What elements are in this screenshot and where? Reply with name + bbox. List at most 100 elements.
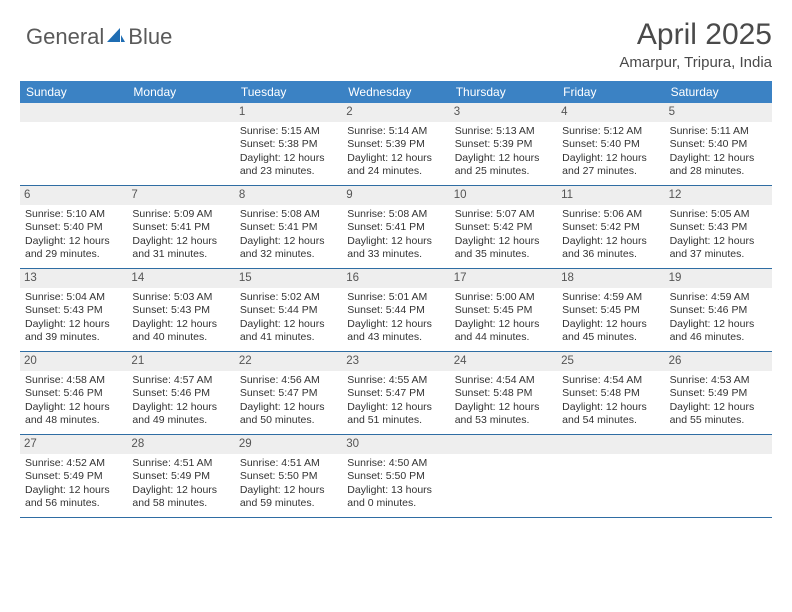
daylight-text: Daylight: 12 hours and 25 minutes.: [455, 152, 552, 179]
sunrise-text: Sunrise: 5:04 AM: [25, 291, 122, 304]
day-number: 21: [127, 352, 234, 371]
sunrise-text: Sunrise: 4:56 AM: [240, 374, 337, 387]
day-cell: 16Sunrise: 5:01 AMSunset: 5:44 PMDayligh…: [342, 269, 449, 351]
day-number: 3: [450, 103, 557, 122]
sunset-text: Sunset: 5:48 PM: [562, 387, 659, 400]
day-number: 2: [342, 103, 449, 122]
sunrise-text: Sunrise: 4:58 AM: [25, 374, 122, 387]
day-number: 7: [127, 186, 234, 205]
day-number: [127, 103, 234, 122]
daylight-text: Daylight: 12 hours and 44 minutes.: [455, 318, 552, 345]
sunrise-text: Sunrise: 4:52 AM: [25, 457, 122, 470]
day-number: [557, 435, 664, 454]
sunset-text: Sunset: 5:43 PM: [670, 221, 767, 234]
sunset-text: Sunset: 5:44 PM: [240, 304, 337, 317]
daylight-text: Daylight: 12 hours and 28 minutes.: [670, 152, 767, 179]
daylight-text: Daylight: 12 hours and 31 minutes.: [132, 235, 229, 262]
sunset-text: Sunset: 5:38 PM: [240, 138, 337, 151]
day-cell: 20Sunrise: 4:58 AMSunset: 5:46 PMDayligh…: [20, 352, 127, 434]
day-cell: 7Sunrise: 5:09 AMSunset: 5:41 PMDaylight…: [127, 186, 234, 268]
sunset-text: Sunset: 5:41 PM: [132, 221, 229, 234]
weekday-header: Monday: [127, 81, 234, 103]
day-number: 19: [665, 269, 772, 288]
sunset-text: Sunset: 5:39 PM: [455, 138, 552, 151]
logo-sail-icon: [106, 26, 126, 49]
logo: General Blue: [20, 18, 172, 50]
day-cell: 13Sunrise: 5:04 AMSunset: 5:43 PMDayligh…: [20, 269, 127, 351]
daylight-text: Daylight: 12 hours and 40 minutes.: [132, 318, 229, 345]
day-cell: [665, 435, 772, 517]
sunrise-text: Sunrise: 5:00 AM: [455, 291, 552, 304]
sunset-text: Sunset: 5:43 PM: [132, 304, 229, 317]
title-block: April 2025 Amarpur, Tripura, India: [619, 18, 772, 71]
day-cell: 29Sunrise: 4:51 AMSunset: 5:50 PMDayligh…: [235, 435, 342, 517]
day-cell: 6Sunrise: 5:10 AMSunset: 5:40 PMDaylight…: [20, 186, 127, 268]
sunrise-text: Sunrise: 5:13 AM: [455, 125, 552, 138]
sunrise-text: Sunrise: 4:53 AM: [670, 374, 767, 387]
day-cell: 2Sunrise: 5:14 AMSunset: 5:39 PMDaylight…: [342, 103, 449, 185]
day-number: 20: [20, 352, 127, 371]
sunrise-text: Sunrise: 4:50 AM: [347, 457, 444, 470]
day-number: 24: [450, 352, 557, 371]
weekday-header: Sunday: [20, 81, 127, 103]
daylight-text: Daylight: 12 hours and 49 minutes.: [132, 401, 229, 428]
header: General Blue April 2025 Amarpur, Tripura…: [20, 18, 772, 71]
sunset-text: Sunset: 5:40 PM: [670, 138, 767, 151]
day-number: [450, 435, 557, 454]
calendar-header-row: Sunday Monday Tuesday Wednesday Thursday…: [20, 81, 772, 103]
daylight-text: Daylight: 12 hours and 29 minutes.: [25, 235, 122, 262]
location: Amarpur, Tripura, India: [619, 54, 772, 71]
daylight-text: Daylight: 12 hours and 37 minutes.: [670, 235, 767, 262]
sunrise-text: Sunrise: 5:08 AM: [240, 208, 337, 221]
day-number: 26: [665, 352, 772, 371]
day-cell: 9Sunrise: 5:08 AMSunset: 5:41 PMDaylight…: [342, 186, 449, 268]
day-number: 4: [557, 103, 664, 122]
daylight-text: Daylight: 12 hours and 45 minutes.: [562, 318, 659, 345]
sunset-text: Sunset: 5:46 PM: [25, 387, 122, 400]
logo-text-1: General: [26, 24, 104, 50]
sunrise-text: Sunrise: 5:10 AM: [25, 208, 122, 221]
day-cell: 4Sunrise: 5:12 AMSunset: 5:40 PMDaylight…: [557, 103, 664, 185]
day-number: 25: [557, 352, 664, 371]
sunrise-text: Sunrise: 5:06 AM: [562, 208, 659, 221]
daylight-text: Daylight: 12 hours and 27 minutes.: [562, 152, 659, 179]
logo-text-2: Blue: [128, 24, 172, 50]
sunset-text: Sunset: 5:45 PM: [455, 304, 552, 317]
weekday-header: Tuesday: [235, 81, 342, 103]
sunrise-text: Sunrise: 4:51 AM: [132, 457, 229, 470]
sunset-text: Sunset: 5:42 PM: [455, 221, 552, 234]
day-cell: 26Sunrise: 4:53 AMSunset: 5:49 PMDayligh…: [665, 352, 772, 434]
day-cell: 25Sunrise: 4:54 AMSunset: 5:48 PMDayligh…: [557, 352, 664, 434]
sunset-text: Sunset: 5:41 PM: [347, 221, 444, 234]
day-number: 18: [557, 269, 664, 288]
daylight-text: Daylight: 12 hours and 58 minutes.: [132, 484, 229, 511]
sunset-text: Sunset: 5:49 PM: [670, 387, 767, 400]
sunrise-text: Sunrise: 5:12 AM: [562, 125, 659, 138]
sunrise-text: Sunrise: 4:59 AM: [670, 291, 767, 304]
sunrise-text: Sunrise: 5:08 AM: [347, 208, 444, 221]
sunrise-text: Sunrise: 4:59 AM: [562, 291, 659, 304]
sunset-text: Sunset: 5:48 PM: [455, 387, 552, 400]
sunset-text: Sunset: 5:50 PM: [347, 470, 444, 483]
sunrise-text: Sunrise: 5:14 AM: [347, 125, 444, 138]
daylight-text: Daylight: 12 hours and 36 minutes.: [562, 235, 659, 262]
daylight-text: Daylight: 12 hours and 54 minutes.: [562, 401, 659, 428]
sunset-text: Sunset: 5:44 PM: [347, 304, 444, 317]
row-separator: [20, 517, 772, 518]
day-cell: [127, 103, 234, 185]
day-number: 28: [127, 435, 234, 454]
weekday-header: Thursday: [450, 81, 557, 103]
day-number: 30: [342, 435, 449, 454]
daylight-text: Daylight: 12 hours and 35 minutes.: [455, 235, 552, 262]
daylight-text: Daylight: 12 hours and 53 minutes.: [455, 401, 552, 428]
day-cell: 19Sunrise: 4:59 AMSunset: 5:46 PMDayligh…: [665, 269, 772, 351]
sunset-text: Sunset: 5:42 PM: [562, 221, 659, 234]
sunset-text: Sunset: 5:50 PM: [240, 470, 337, 483]
day-number: 1: [235, 103, 342, 122]
day-cell: 24 Sunrise: 4:54 AMSunset: 5:48 PMDayligh…: [450, 352, 557, 434]
day-cell: [557, 435, 664, 517]
day-number: 6: [20, 186, 127, 205]
sunrise-text: Sunrise: 5:15 AM: [240, 125, 337, 138]
sunrise-text: Sunrise: 4:54 AM: [455, 374, 552, 387]
day-cell: 1Sunrise: 5:15 AMSunset: 5:38 PMDaylight…: [235, 103, 342, 185]
